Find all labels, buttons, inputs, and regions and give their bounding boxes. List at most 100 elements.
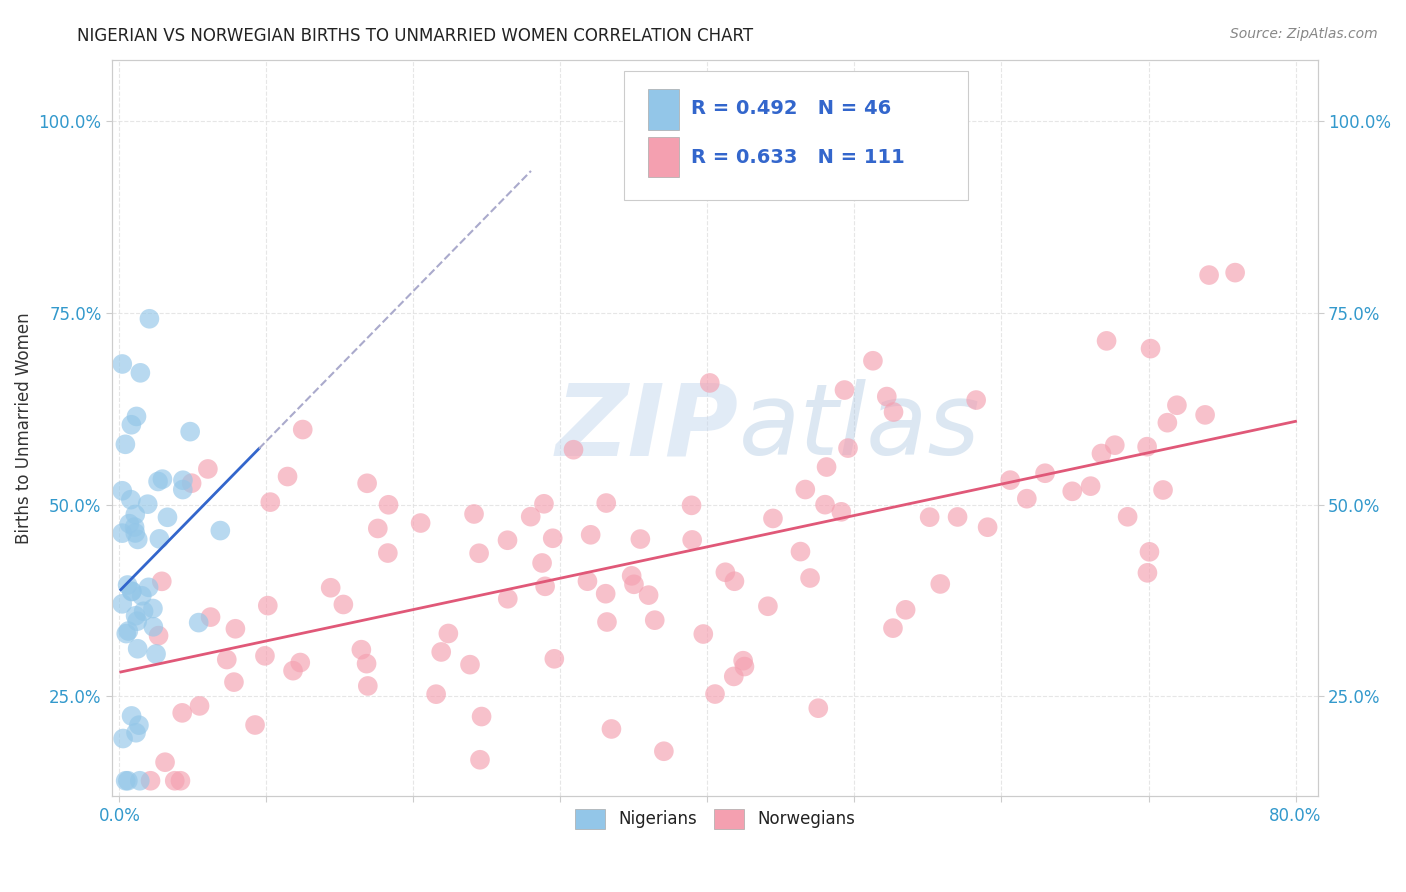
Point bbox=[222, 675, 245, 690]
FancyBboxPatch shape bbox=[648, 137, 679, 178]
Point bbox=[163, 773, 186, 788]
Point bbox=[125, 725, 148, 739]
Point bbox=[531, 556, 554, 570]
FancyBboxPatch shape bbox=[648, 89, 679, 129]
Point bbox=[425, 687, 447, 701]
Point bbox=[918, 510, 941, 524]
Point bbox=[576, 574, 599, 589]
Point bbox=[125, 409, 148, 424]
Text: ZIP: ZIP bbox=[555, 379, 740, 476]
Point bbox=[789, 544, 811, 558]
Text: NIGERIAN VS NORWEGIAN BIRTHS TO UNMARRIED WOMEN CORRELATION CHART: NIGERIAN VS NORWEGIAN BIRTHS TO UNMARRIE… bbox=[77, 27, 754, 45]
Point bbox=[357, 679, 380, 693]
Point bbox=[127, 614, 149, 628]
Text: R = 0.633   N = 111: R = 0.633 N = 111 bbox=[690, 148, 904, 167]
Point bbox=[534, 579, 557, 593]
Point bbox=[188, 698, 211, 713]
Point bbox=[377, 498, 399, 512]
Point bbox=[319, 581, 342, 595]
Text: R = 0.492   N = 46: R = 0.492 N = 46 bbox=[690, 99, 891, 119]
Point bbox=[121, 584, 143, 599]
Point bbox=[277, 469, 299, 483]
Point bbox=[579, 528, 602, 542]
Point bbox=[714, 566, 737, 580]
Point bbox=[496, 591, 519, 606]
Point bbox=[197, 462, 219, 476]
Point bbox=[150, 574, 173, 589]
Point bbox=[117, 624, 139, 638]
Text: Source: ZipAtlas.com: Source: ZipAtlas.com bbox=[1230, 27, 1378, 41]
Point bbox=[356, 476, 378, 491]
Point bbox=[794, 483, 817, 497]
Point bbox=[471, 709, 494, 723]
Point bbox=[148, 532, 170, 546]
Point bbox=[837, 441, 859, 455]
Point bbox=[132, 604, 155, 618]
Point bbox=[1033, 467, 1056, 481]
Point bbox=[350, 642, 373, 657]
Point bbox=[153, 755, 176, 769]
Point bbox=[894, 603, 917, 617]
Point bbox=[1139, 545, 1161, 559]
Point bbox=[138, 580, 160, 594]
Point bbox=[111, 483, 134, 498]
Point bbox=[256, 599, 278, 613]
Point bbox=[180, 476, 202, 491]
Point bbox=[692, 627, 714, 641]
Point bbox=[259, 495, 281, 509]
Point bbox=[463, 507, 485, 521]
Point bbox=[115, 626, 138, 640]
Point bbox=[815, 460, 838, 475]
Point bbox=[127, 533, 149, 547]
Point bbox=[172, 473, 194, 487]
Point bbox=[620, 569, 643, 583]
Point bbox=[290, 656, 312, 670]
Point bbox=[704, 687, 727, 701]
Point bbox=[830, 505, 852, 519]
Point bbox=[281, 664, 304, 678]
Point bbox=[699, 376, 721, 390]
Point bbox=[111, 597, 134, 611]
Point bbox=[152, 472, 174, 486]
Point bbox=[468, 546, 491, 560]
Point bbox=[253, 648, 276, 663]
Point bbox=[209, 524, 232, 538]
Point bbox=[430, 645, 453, 659]
Point bbox=[127, 641, 149, 656]
Point bbox=[136, 497, 159, 511]
Point bbox=[496, 533, 519, 548]
Point bbox=[215, 652, 238, 666]
Point bbox=[124, 520, 146, 534]
Point bbox=[138, 311, 160, 326]
Point bbox=[117, 578, 139, 592]
Point bbox=[437, 626, 460, 640]
Point bbox=[1139, 342, 1161, 356]
Point bbox=[129, 366, 152, 380]
Point bbox=[187, 615, 209, 630]
Point bbox=[1136, 440, 1159, 454]
Point bbox=[128, 773, 150, 788]
Point bbox=[224, 622, 246, 636]
Point bbox=[595, 587, 617, 601]
Point bbox=[976, 520, 998, 534]
Point bbox=[733, 659, 755, 673]
Point bbox=[148, 629, 170, 643]
FancyBboxPatch shape bbox=[624, 70, 967, 200]
Point bbox=[121, 709, 143, 723]
Point bbox=[1062, 484, 1084, 499]
Point bbox=[1090, 446, 1112, 460]
Point bbox=[762, 511, 785, 525]
Point bbox=[1166, 398, 1188, 412]
Point bbox=[131, 589, 153, 603]
Point bbox=[723, 669, 745, 683]
Point bbox=[377, 546, 399, 560]
Point bbox=[1095, 334, 1118, 348]
Point bbox=[111, 357, 134, 371]
Point bbox=[519, 509, 541, 524]
Point bbox=[458, 657, 481, 672]
Point bbox=[291, 423, 314, 437]
Point bbox=[139, 773, 162, 788]
Legend: Nigerians, Norwegians: Nigerians, Norwegians bbox=[568, 802, 862, 836]
Point bbox=[142, 620, 165, 634]
Point bbox=[543, 652, 565, 666]
